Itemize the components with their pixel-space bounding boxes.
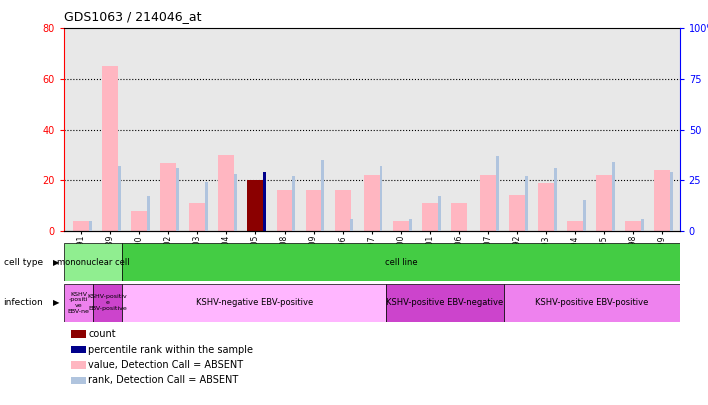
Bar xyxy=(248,180,263,231)
Text: percentile rank within the sample: percentile rank within the sample xyxy=(88,345,253,354)
Text: rank, Detection Call = ABSENT: rank, Detection Call = ABSENT xyxy=(88,375,239,385)
Bar xyxy=(219,155,234,231)
Bar xyxy=(73,221,89,231)
Text: KSHV-negative EBV-positive: KSHV-negative EBV-positive xyxy=(195,298,313,307)
Bar xyxy=(335,190,350,231)
Bar xyxy=(480,175,496,231)
Bar xyxy=(409,219,411,231)
Text: KSHV
-positi
ve
EBV-ne: KSHV -positi ve EBV-ne xyxy=(67,292,89,314)
Bar xyxy=(509,196,525,231)
Text: KSHV-positive EBV-positive: KSHV-positive EBV-positive xyxy=(535,298,649,307)
Text: ▶: ▶ xyxy=(53,298,59,307)
Bar xyxy=(379,166,382,231)
Bar xyxy=(364,175,379,231)
Bar xyxy=(596,175,612,231)
Bar xyxy=(147,196,150,231)
Bar xyxy=(554,168,556,231)
Bar xyxy=(670,172,673,231)
Bar xyxy=(422,203,438,231)
Bar xyxy=(102,66,118,231)
Bar xyxy=(525,176,527,231)
Bar xyxy=(205,182,208,231)
Bar xyxy=(64,284,93,322)
Bar xyxy=(306,190,321,231)
Bar xyxy=(321,160,324,231)
Bar xyxy=(387,284,503,322)
Bar xyxy=(277,190,292,231)
Bar xyxy=(612,162,615,231)
Text: cell line: cell line xyxy=(384,258,417,267)
Text: count: count xyxy=(88,329,116,339)
Bar xyxy=(393,221,409,231)
Bar xyxy=(263,172,266,231)
Bar xyxy=(625,221,641,231)
Bar xyxy=(89,221,92,231)
Bar xyxy=(641,219,644,231)
Bar xyxy=(350,219,353,231)
Bar xyxy=(122,284,387,322)
Bar xyxy=(93,284,122,322)
Bar xyxy=(503,284,680,322)
Bar xyxy=(189,203,205,231)
Bar xyxy=(567,221,583,231)
Bar xyxy=(131,211,147,231)
Text: KSHV-positive EBV-negative: KSHV-positive EBV-negative xyxy=(387,298,503,307)
Bar xyxy=(292,176,295,231)
Text: GDS1063 / 214046_at: GDS1063 / 214046_at xyxy=(64,10,201,23)
Text: ▶: ▶ xyxy=(53,258,59,267)
Bar xyxy=(176,168,179,231)
Bar xyxy=(118,166,121,231)
Text: infection: infection xyxy=(4,298,43,307)
Bar xyxy=(496,156,498,231)
Text: value, Detection Call = ABSENT: value, Detection Call = ABSENT xyxy=(88,360,244,370)
Bar xyxy=(438,196,440,231)
Bar xyxy=(64,243,122,281)
Bar xyxy=(583,200,586,231)
Bar xyxy=(160,162,176,231)
Bar xyxy=(234,174,237,231)
Text: mononuclear cell: mononuclear cell xyxy=(57,258,130,267)
Text: KSHV-positiv
e
EBV-positive: KSHV-positiv e EBV-positive xyxy=(88,294,127,311)
Bar xyxy=(654,170,670,231)
Text: cell type: cell type xyxy=(4,258,42,267)
Bar xyxy=(538,183,554,231)
Bar xyxy=(451,203,467,231)
